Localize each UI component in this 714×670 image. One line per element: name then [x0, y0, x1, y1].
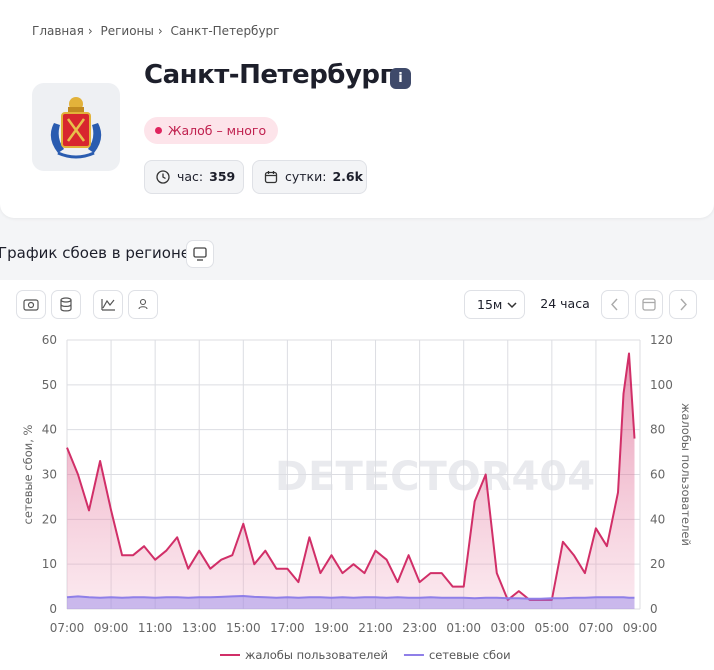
range-label: 24 часа [534, 290, 596, 319]
x-tick-label: 07:00 [50, 621, 85, 635]
interval-value: 15м [477, 297, 503, 312]
legend-label: жалобы пользователей [245, 648, 388, 662]
x-tick-label: 23:00 [402, 621, 437, 635]
region-title: Санкт-Петербург [144, 60, 393, 90]
y-tick-label: 10 [42, 557, 57, 571]
x-tick-label: 13:00 [182, 621, 217, 635]
region-card: Главная › Регионы › Санкт-Петербург Санкт-… [0, 0, 714, 218]
stat-hour: час: 359 [144, 160, 244, 194]
status-badge: Жалоб – много [144, 117, 279, 144]
y-tick-label: 20 [42, 512, 57, 526]
y2-tick-label: 100 [650, 378, 673, 392]
x-tick-label: 21:00 [358, 621, 393, 635]
coat-of-arms [32, 83, 120, 171]
legend-label: сетевые сбои [429, 648, 511, 662]
x-tick-label: 09:00 [623, 621, 658, 635]
y-axis-label: сетевые сбои, % [21, 424, 35, 524]
y-tick-label: 60 [42, 333, 57, 347]
series-area [67, 353, 635, 609]
y2-tick-label: 40 [650, 512, 665, 526]
stat-day: сутки: 2.6k [252, 160, 367, 194]
x-tick-label: 05:00 [535, 621, 570, 635]
x-tick-label: 17:00 [270, 621, 305, 635]
x-tick-label: 03:00 [490, 621, 525, 635]
y2-axis-label: жалобы пользователей [679, 403, 693, 546]
y-tick-label: 0 [49, 602, 57, 616]
y2-tick-label: 80 [650, 423, 665, 437]
series-area [67, 596, 635, 609]
x-tick-label: 15:00 [226, 621, 261, 635]
tool-area[interactable] [93, 290, 123, 319]
stat-value: 359 [209, 169, 236, 184]
y2-tick-label: 120 [650, 333, 673, 347]
y-tick-label: 50 [42, 378, 57, 392]
tool-screenshot[interactable] [16, 290, 46, 319]
y2-tick-label: 0 [650, 602, 658, 616]
chart: DETECTOR404 0 10 20 30 40 50 60 0 20 40 60 80 100 120 0… [21, 333, 693, 662]
breadcrumb: Санкт-Петербург [170, 24, 280, 38]
breadcrumb[interactable]: Регионы [100, 24, 154, 38]
watermark: DETECTOR404 [275, 454, 595, 500]
y-tick-label: 40 [42, 423, 57, 437]
stat-label: сутки: [285, 169, 327, 184]
tool-data[interactable] [51, 290, 81, 319]
series-line [66, 595, 635, 600]
stat-label: час: [177, 169, 204, 184]
section-button[interactable] [186, 240, 214, 268]
calendar-button[interactable] [635, 290, 663, 319]
breadcrumbs: Главная › Регионы › Санкт-Петербург [32, 24, 280, 38]
x-tick-label: 07:00 [579, 621, 614, 635]
y-tick-label: 30 [42, 468, 57, 482]
x-tick-label: 09:00 [94, 621, 129, 635]
interval-select[interactable]: 15м [464, 290, 525, 319]
section-title: График сбоев в регионе [0, 244, 190, 262]
stat-value: 2.6k [332, 169, 363, 184]
breadcrumb[interactable]: Главная [32, 24, 84, 38]
x-tick-label: 19:00 [314, 621, 349, 635]
x-tick-label: 01:00 [446, 621, 481, 635]
next-button[interactable] [669, 290, 697, 319]
y2-tick-label: 60 [650, 468, 665, 482]
info-button[interactable]: i [390, 68, 411, 89]
series-line [66, 352, 636, 601]
x-tick-label: 11:00 [138, 621, 173, 635]
y2-tick-label: 20 [650, 557, 665, 571]
prev-button[interactable] [601, 290, 629, 319]
tool-user[interactable] [128, 290, 158, 319]
